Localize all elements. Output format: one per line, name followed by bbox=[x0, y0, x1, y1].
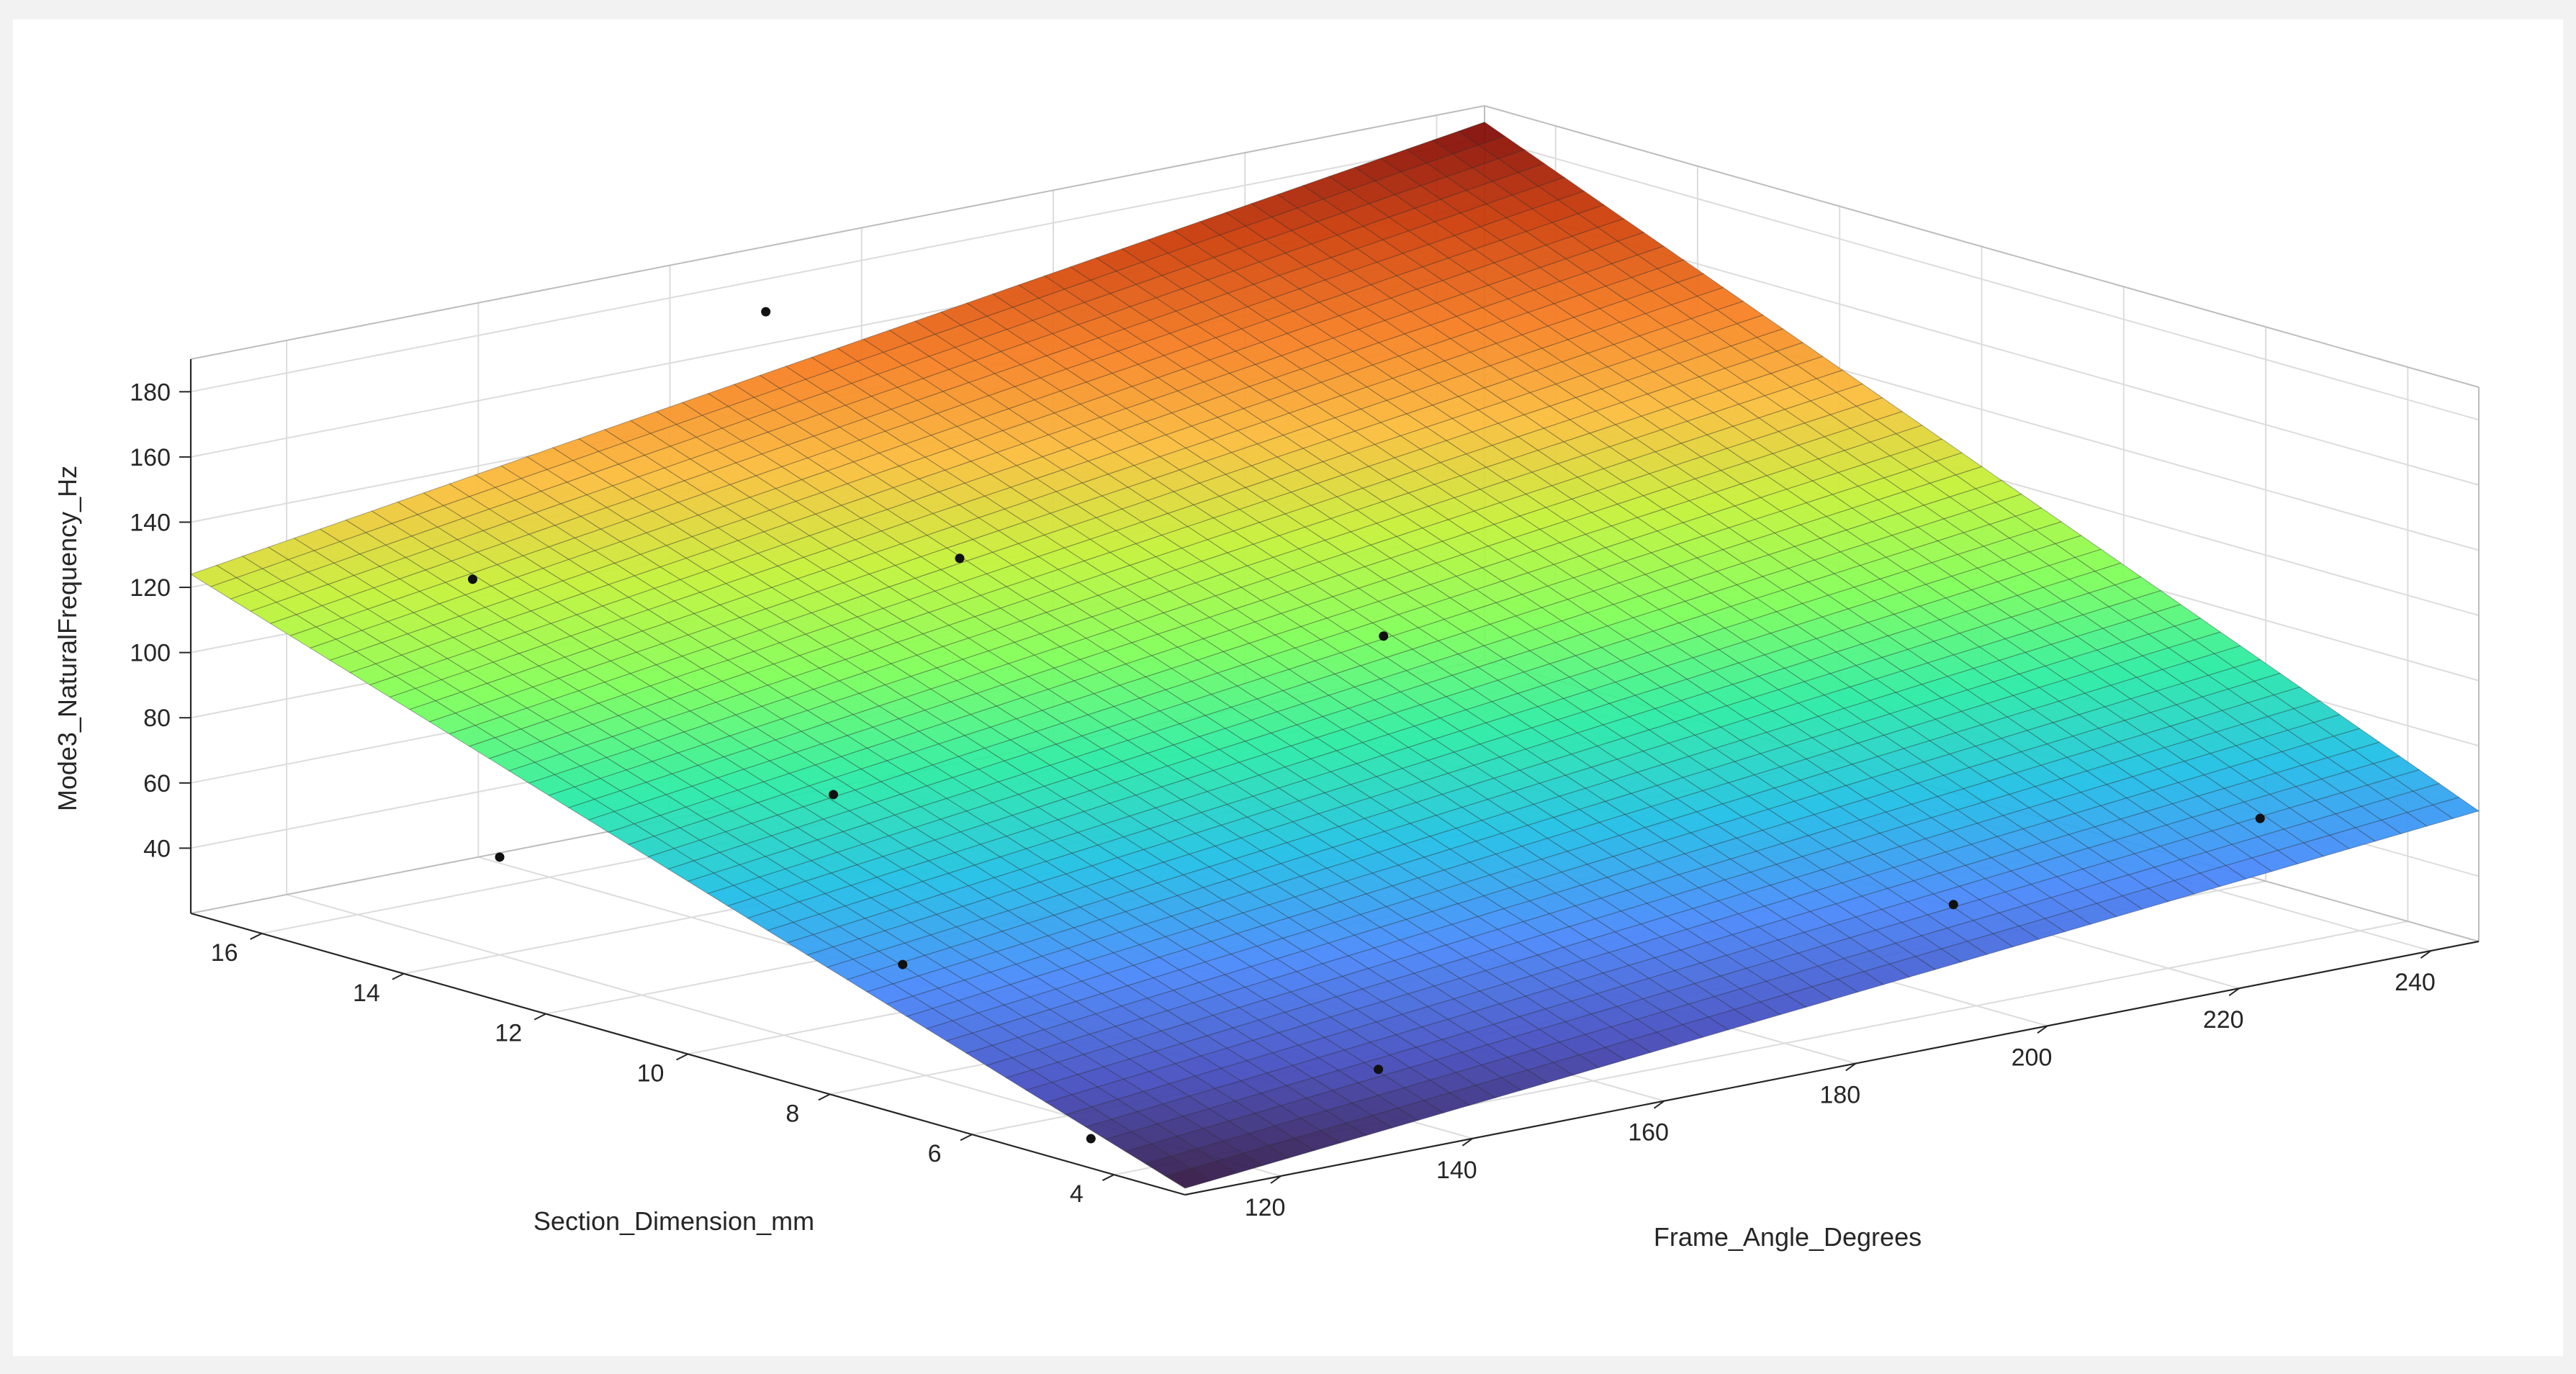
y-tick bbox=[1102, 1174, 1114, 1181]
x-tick bbox=[1270, 1175, 1282, 1184]
data-point bbox=[495, 852, 505, 862]
x-tick bbox=[2037, 1025, 2048, 1034]
data-point bbox=[2255, 813, 2265, 823]
y-tick-label: 4 bbox=[1070, 1180, 1084, 1208]
data-points bbox=[467, 307, 2265, 1144]
x-tick bbox=[1845, 1062, 1857, 1072]
y-tick bbox=[676, 1053, 688, 1061]
z-tick-label: 100 bbox=[130, 640, 171, 667]
z-tick-label: 140 bbox=[130, 509, 171, 536]
data-point bbox=[1086, 1134, 1096, 1144]
x-axis-line bbox=[1184, 940, 2480, 1196]
z-tick-label: 80 bbox=[143, 705, 171, 732]
y-tick-label: 14 bbox=[353, 980, 380, 1007]
data-point bbox=[1948, 900, 1958, 910]
y-tick-label: 8 bbox=[785, 1100, 799, 1127]
surface-mesh bbox=[189, 121, 2480, 1189]
x-tick-label: 240 bbox=[2395, 969, 2436, 996]
data-point bbox=[761, 307, 771, 317]
grid-line bbox=[1484, 137, 2480, 421]
x-tick bbox=[1653, 1100, 1665, 1109]
x-axis-label: Frame_Angle_Degrees bbox=[1654, 1222, 1922, 1252]
z-tick-label: 160 bbox=[130, 444, 171, 471]
data-point bbox=[829, 790, 839, 800]
y-tick-label: 6 bbox=[928, 1140, 942, 1167]
y-axis-label: Section_Dimension_mm bbox=[533, 1206, 814, 1236]
grid-line bbox=[190, 137, 1485, 393]
surface-plot[interactable]: 120 140 160 180 200 220 240 4 6 8 10 12 14 16 40 60 80 10… bbox=[13, 19, 2563, 1356]
box-edge bbox=[1484, 105, 2480, 388]
data-point bbox=[1374, 1065, 1384, 1075]
x-tick-label: 160 bbox=[1628, 1119, 1669, 1147]
y-tick-label: 10 bbox=[637, 1060, 665, 1088]
tick-labels: 120 140 160 180 200 220 240 4 6 8 10 12 14 16 40 60 80 10… bbox=[130, 379, 2436, 1221]
y-tick bbox=[818, 1093, 831, 1101]
figure-frame: 120 140 160 180 200 220 240 4 6 8 10 12 14 16 40 60 80 10… bbox=[13, 19, 2563, 1356]
x-tick-label: 120 bbox=[1245, 1194, 1286, 1221]
y-tick-label: 12 bbox=[495, 1020, 522, 1047]
y-tick bbox=[250, 933, 263, 940]
box-edge bbox=[190, 105, 1485, 360]
z-tick-label: 60 bbox=[143, 770, 171, 797]
data-point bbox=[467, 574, 477, 584]
surface-patch bbox=[1457, 121, 1505, 145]
x-tick bbox=[2420, 950, 2432, 959]
data-point bbox=[898, 959, 908, 970]
x-tick-label: 140 bbox=[1436, 1157, 1477, 1184]
x-tick bbox=[1462, 1137, 1473, 1147]
y-tick bbox=[960, 1134, 973, 1142]
x-tick bbox=[2228, 987, 2240, 996]
y-tick-label: 16 bbox=[211, 939, 238, 967]
y-tick bbox=[533, 1013, 546, 1021]
z-axis-label: Mode3_NaturalFrequency_Hz bbox=[53, 466, 82, 811]
x-tick-label: 200 bbox=[2012, 1044, 2053, 1071]
x-tick-label: 180 bbox=[1819, 1081, 1860, 1108]
x-tick-label: 220 bbox=[2203, 1006, 2244, 1034]
y-tick bbox=[392, 972, 405, 980]
z-tick-label: 120 bbox=[130, 574, 171, 602]
z-tick-label: 180 bbox=[130, 379, 171, 406]
data-point bbox=[955, 553, 965, 564]
data-point bbox=[1379, 631, 1389, 641]
z-tick-label: 40 bbox=[143, 835, 171, 862]
